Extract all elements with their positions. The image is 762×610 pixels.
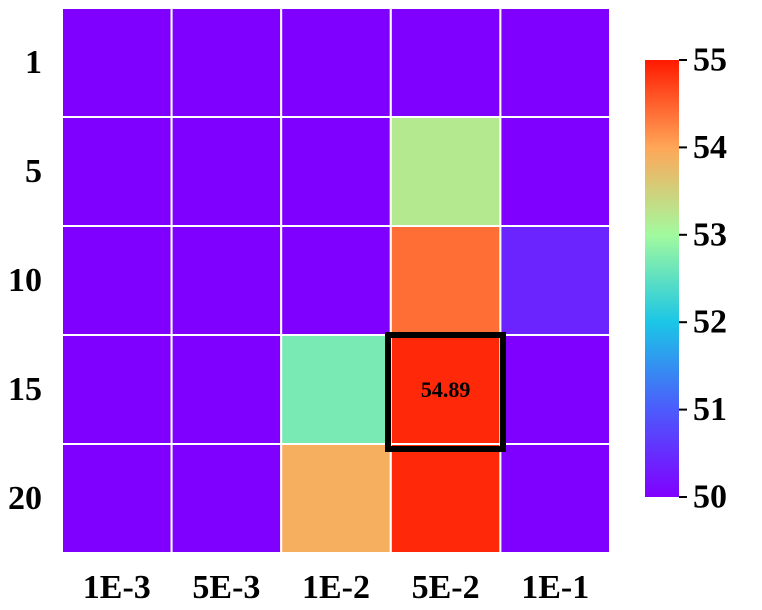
x-tick-label: 5E-3 <box>192 569 260 606</box>
heatmap-cell <box>499 116 611 227</box>
highlight-box <box>385 332 506 452</box>
y-tick-label: 10 <box>8 262 42 299</box>
heatmap-cell <box>499 225 611 336</box>
x-tick-labels: 1E-3 5E-3 1E-2 5E-2 1E-1 <box>83 569 589 606</box>
heatmap-cell <box>389 7 502 118</box>
highlight-value-label: 54.89 <box>421 377 471 402</box>
heatmap-cell <box>170 116 283 227</box>
heatmap-cell <box>61 225 173 336</box>
x-tick-label: 5E-2 <box>412 569 480 606</box>
colorbar-tick-label: 54 <box>693 129 727 166</box>
heatmap-cell <box>280 443 392 554</box>
x-tick-label: 1E-1 <box>521 569 589 606</box>
colorbar <box>645 60 679 497</box>
heatmap-cell <box>499 443 611 554</box>
heatmap-cell <box>280 7 392 118</box>
heatmap-cell <box>389 443 502 554</box>
heatmap-cell <box>61 334 173 445</box>
heatmap-cells <box>61 7 611 554</box>
heatmap-cell <box>280 116 392 227</box>
colorbar-tick-label: 50 <box>693 479 727 516</box>
colorbar-tick-label: 55 <box>693 42 727 79</box>
heatmap-cell <box>61 116 173 227</box>
y-tick-label: 5 <box>25 153 42 190</box>
heatmap-cell <box>280 334 392 445</box>
heatmap-cell <box>499 334 611 445</box>
y-tick-label: 1 <box>25 44 42 81</box>
colorbar-tick-label: 52 <box>693 304 727 341</box>
heatmap-cell <box>389 225 502 336</box>
heatmap-cell <box>61 7 173 118</box>
colorbar-tick-label: 53 <box>693 216 727 253</box>
y-tick-label: 15 <box>8 371 42 408</box>
colorbar-tick-label: 51 <box>693 391 727 428</box>
heatmap-cell <box>499 7 611 118</box>
heatmap-cell <box>280 225 392 336</box>
heatmap-cell <box>170 7 283 118</box>
heatmap-cell <box>170 225 283 336</box>
colorbar-ticks: 50 51 52 53 54 55 <box>679 42 727 516</box>
x-tick-label: 1E-3 <box>83 569 151 606</box>
heatmap-cell <box>170 334 283 445</box>
y-tick-label: 20 <box>8 480 42 517</box>
heatmap-cell <box>389 334 502 445</box>
x-tick-label: 1E-2 <box>302 569 370 606</box>
heatmap-cell <box>389 116 502 227</box>
heatmap-cell <box>61 443 173 554</box>
heatmap-cell <box>170 443 283 554</box>
